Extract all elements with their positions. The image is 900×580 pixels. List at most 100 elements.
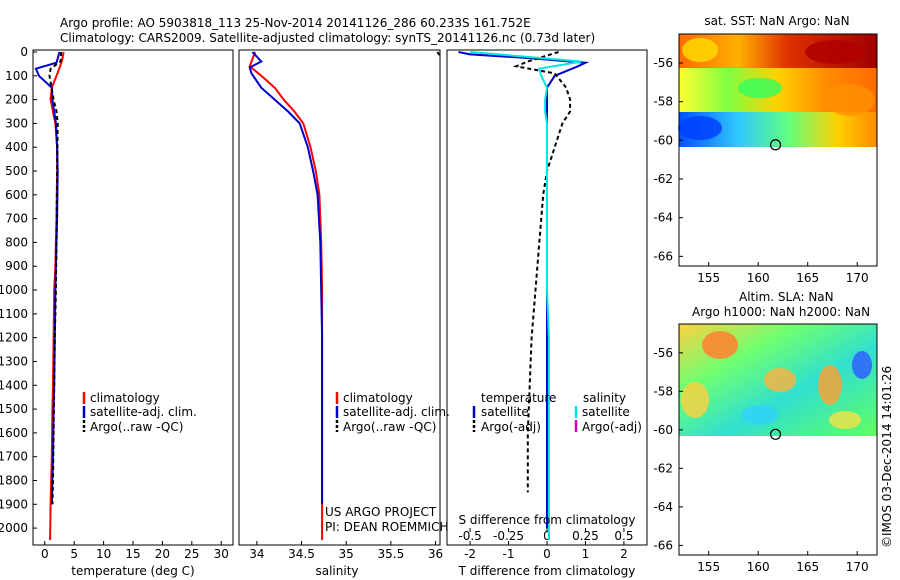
legend-climatology-label: climatology [90, 391, 160, 405]
y-tick-label: 100 [5, 69, 28, 83]
sst-patch [805, 40, 865, 64]
y-tick-label: 500 [5, 164, 28, 178]
salinity-panel: 34 34.5 35 35.5 36 salinity climatology sate… [238, 49, 450, 578]
sla-patch [681, 382, 709, 418]
map-y-tick-label: -60 [653, 423, 673, 437]
s-tick-label: 0.25 [572, 529, 599, 543]
legend-satellite-label: satellite-adj. clim. [343, 405, 450, 419]
legend-satellite-label: satellite-adj. clim. [90, 405, 197, 419]
y-tick-label: 1400 [0, 378, 28, 392]
legend-climatology-label: climatology [343, 391, 413, 405]
y-tick-label: 200 [5, 93, 28, 107]
x-tick-label: 5 [70, 547, 78, 561]
temperature-panel: 0100200300400500600700800900100011001200… [0, 45, 234, 578]
y-tick-label: 1900 [0, 497, 28, 511]
y-tick-label: 300 [5, 116, 28, 130]
x-tick-label: 36 [428, 547, 443, 561]
x-tick-label: 25 [184, 547, 199, 561]
series-line-temperature-satellite [458, 51, 590, 529]
temperature-axes-box [32, 49, 234, 546]
salinity-lines [248, 51, 441, 540]
sst-map-title: sat. SST: NaN Argo: NaN [704, 14, 849, 28]
map-y-tick-label: -64 [653, 211, 673, 225]
y-tick-label: 1800 [0, 473, 28, 487]
y-tick-label: 1300 [0, 354, 28, 368]
difference-panel: -2 -1 0 1 2 -0.5 -0.25 0 0.25 0.5 S difference f… [446, 49, 648, 578]
sla-patch [829, 411, 861, 429]
x-tick-label: 35 [339, 547, 354, 561]
y-tick-label: 600 [5, 188, 28, 202]
sla-patch [764, 368, 796, 392]
x-tick-label: 34 [249, 547, 264, 561]
x-tick-label: 35.5 [378, 547, 405, 561]
y-tick-label: 900 [5, 259, 28, 273]
sst-map-ticks: 155 160 165 170 -56 -58 -60 -62 -64 -66 [653, 56, 868, 285]
float-position-marker [769, 428, 782, 440]
sst-patch [738, 78, 782, 98]
temperature-y-ticks: 0 100 200 300 400 500 600 700 800 900 1000 1100 1200… [0, 45, 37, 535]
y-tick-label: 700 [5, 212, 28, 226]
legend-sal-argo-label: Argo(-adj) [582, 420, 642, 434]
difference-legend: temperature satellite Argo(-adj) salinit… [472, 391, 642, 434]
map-y-tick-label: -66 [653, 538, 673, 552]
temperature-x-ticks: 0 5 10 15 20 25 30 [41, 541, 229, 561]
salinity-axes-box [238, 49, 441, 546]
x-tick-label: 0 [543, 547, 551, 561]
x-tick-label: 30 [214, 547, 229, 561]
series-line-temperature-argo-adj- [512, 51, 572, 493]
t-difference-label: T difference from climatology [458, 564, 636, 578]
difference-lines [458, 51, 590, 540]
map-y-tick-label: -58 [653, 384, 673, 398]
map-y-tick-label: -64 [653, 500, 673, 514]
sla-heatmap [679, 324, 877, 436]
imos-credit: ©IMOS 03-Dec-2014 14:01:26 [880, 366, 894, 548]
header-line-1: Argo profile: AO 5903818_113 25-Nov-2014… [60, 16, 531, 30]
legend-salinity-title: salinity [583, 391, 626, 405]
temperature-legend: climatology satellite-adj. clim. Argo(..… [82, 391, 197, 434]
sst-patch [678, 116, 722, 140]
series-line-argo-raw-qc- [436, 51, 441, 58]
sla-patch [702, 331, 738, 359]
sst-patch [682, 38, 718, 62]
sst-map-axes [678, 33, 878, 267]
x-tick-label: 10 [96, 547, 111, 561]
x-tick-label: 0 [41, 547, 49, 561]
y-tick-label: 0 [20, 45, 28, 59]
map-x-tick-label: 155 [697, 560, 720, 574]
sla-map-title-2: Argo h1000: NaN h2000: NaN [692, 305, 870, 319]
y-tick-label: 1700 [0, 450, 28, 464]
y-tick-label: 1500 [0, 402, 28, 416]
x-tick-label: 20 [155, 547, 170, 561]
salinity-legend: climatology satellite-adj. clim. Argo(..… [335, 391, 450, 434]
sla-patch [742, 405, 778, 425]
map-y-tick-label: -56 [653, 56, 673, 70]
x-tick-label: -1 [503, 547, 515, 561]
y-tick-label: 400 [5, 140, 28, 154]
series-line-salinity-satellite [470, 51, 582, 540]
temperature-x-label: temperature (deg C) [71, 564, 194, 578]
s-difference-label: S difference from climatology [459, 513, 636, 527]
sst-map-panel: sat. SST: NaN Argo: NaN 155 160 165 170 -56 -… [653, 14, 878, 285]
y-tick-label: 2000 [0, 521, 28, 535]
legend-argo-label: Argo(..raw -QC) [343, 420, 436, 434]
float-position-marker [769, 139, 782, 151]
legend-temperature-title: temperature [481, 391, 556, 405]
x-tick-label: 1 [582, 547, 590, 561]
y-tick-label: 1000 [0, 283, 28, 297]
y-tick-label: 1100 [0, 307, 28, 321]
sla-map-title-1: Altim. SLA: NaN [739, 290, 834, 304]
map-x-tick-label: 160 [747, 560, 770, 574]
x-tick-label: 34.5 [288, 547, 315, 561]
sla-patch [818, 365, 842, 405]
legend-temp-satellite-label: satellite [481, 405, 529, 419]
sla-map-panel: Altim. SLA: NaN Argo h1000: NaN h2000: N… [653, 290, 878, 574]
y-tick-label: 1200 [0, 331, 28, 345]
x-tick-label: 15 [125, 547, 140, 561]
legend-argo-label: Argo(..raw -QC) [90, 420, 183, 434]
pi-annotation: PI: DEAN ROEMMICH [325, 520, 448, 534]
temperature-lines [34, 51, 65, 541]
map-y-tick-label: -60 [653, 133, 673, 147]
map-y-tick-label: -58 [653, 95, 673, 109]
legend-temp-argo-label: Argo(-adj) [481, 420, 541, 434]
project-annotation: US ARGO PROJECT [325, 505, 437, 519]
